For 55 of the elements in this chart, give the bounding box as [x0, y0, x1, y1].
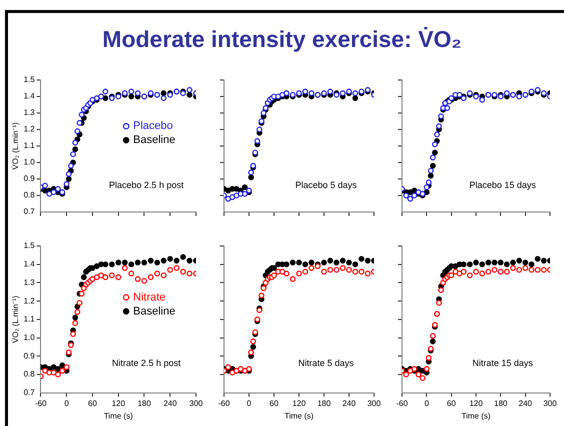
y-tick-label: 1.0: [24, 332, 36, 342]
y-tick-label: 1.0: [24, 158, 36, 167]
x-tick-label: -60: [218, 398, 230, 408]
y-tick-label: 1.5: [24, 241, 36, 250]
y-tick-label: 1.4: [24, 92, 36, 101]
x-tick-label: -60: [34, 398, 48, 408]
x-tick-label: 300: [543, 398, 558, 408]
x-tick-label: 180: [138, 398, 152, 408]
y-tick-label: 1.1: [24, 314, 36, 324]
x-tick-label: 240: [163, 398, 178, 408]
x-tick-label: 0: [424, 398, 430, 408]
annotation: Placebo 2.5 h post: [109, 180, 184, 190]
annotation: Placebo 15 days: [469, 180, 536, 190]
x-tick-label: 60: [446, 398, 456, 408]
x-tick-label: 0: [246, 398, 252, 408]
annotation: Nitrate 5 days: [298, 358, 354, 368]
legend-label: Baseline: [133, 305, 176, 318]
legend-label: Nitrate: [133, 291, 166, 304]
x-tick-label: 60: [270, 398, 279, 408]
x-tick-label: 180: [494, 398, 508, 408]
y-tick-label: 0.9: [24, 174, 36, 184]
x-tick-label: 180: [317, 398, 332, 408]
y-tick-label: 0.9: [24, 351, 36, 360]
y-tick-label: 1.3: [24, 278, 36, 287]
y-tick-label: 1.3: [24, 108, 36, 118]
x-tick-label: 300: [189, 398, 204, 408]
y-tick-label: 1.5: [24, 75, 36, 84]
y-tick-label: 1.2: [24, 296, 36, 306]
x-tick-label: 120: [112, 398, 126, 408]
x-tick-label: 120: [469, 398, 484, 408]
annotation: Nitrate 2.5 h post: [112, 358, 182, 368]
x-tick-label: 240: [518, 398, 533, 408]
x-tick-label: 240: [342, 398, 356, 408]
y-tick-label: 0.7: [24, 207, 36, 216]
x-tick-label: 60: [88, 398, 98, 408]
y-tick-label: 0.7: [24, 388, 36, 398]
x-tick-label: 300: [367, 398, 382, 408]
y-tick-label: 1.2: [24, 124, 36, 134]
annotation: Placebo 5 days: [295, 180, 358, 190]
legend-label: Baseline: [133, 134, 176, 146]
annotation: Nitrate 15 days: [472, 358, 534, 368]
x-axis-title: Time (s): [104, 411, 134, 420]
y-axis-title: V̇O₂ (L.min⁻¹): [10, 122, 20, 170]
x-axis-title: Time (s): [284, 411, 314, 420]
legend-label: Placebo: [133, 120, 173, 132]
x-axis-title: Time (s): [461, 411, 491, 420]
y-tick-label: 0.8: [24, 190, 36, 200]
x-tick-label: 120: [292, 398, 306, 408]
y-tick-label: 0.8: [24, 370, 36, 379]
y-axis-title: V̇O₂ (L.min⁻¹): [10, 295, 20, 344]
x-tick-label: 0: [64, 398, 70, 408]
x-tick-label: -60: [396, 398, 408, 408]
text: Moderate intensity exercise: V̇O₂: [101, 26, 463, 53]
y-tick-label: 1.1: [24, 141, 36, 150]
y-tick-label: 1.4: [24, 260, 36, 269]
